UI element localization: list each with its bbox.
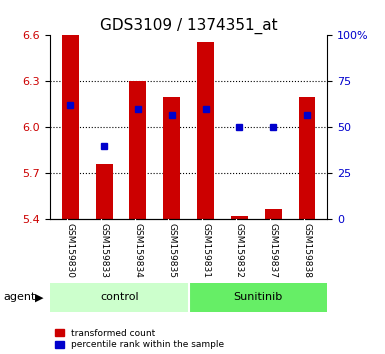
- FancyBboxPatch shape: [189, 283, 327, 312]
- Text: control: control: [100, 292, 139, 302]
- Title: GDS3109 / 1374351_at: GDS3109 / 1374351_at: [100, 18, 278, 34]
- Text: GSM159833: GSM159833: [100, 223, 109, 278]
- Bar: [163, 97, 180, 219]
- Bar: [298, 97, 315, 219]
- Text: GSM159834: GSM159834: [134, 223, 142, 278]
- Text: GSM159837: GSM159837: [269, 223, 278, 278]
- Text: GSM159830: GSM159830: [66, 223, 75, 278]
- Text: Sunitinib: Sunitinib: [233, 292, 283, 302]
- Bar: [265, 209, 281, 219]
- Text: GSM159838: GSM159838: [303, 223, 311, 278]
- Bar: [129, 81, 146, 219]
- Text: GSM159832: GSM159832: [235, 223, 244, 278]
- Text: agent: agent: [4, 292, 36, 302]
- Bar: [96, 164, 112, 219]
- Legend: transformed count, percentile rank within the sample: transformed count, percentile rank withi…: [55, 329, 224, 349]
- Text: ▶: ▶: [35, 292, 43, 302]
- FancyBboxPatch shape: [50, 283, 189, 312]
- Text: GSM159831: GSM159831: [201, 223, 210, 278]
- Bar: [231, 216, 248, 219]
- Text: GSM159835: GSM159835: [167, 223, 176, 278]
- Bar: [62, 35, 79, 219]
- Bar: [197, 41, 214, 219]
